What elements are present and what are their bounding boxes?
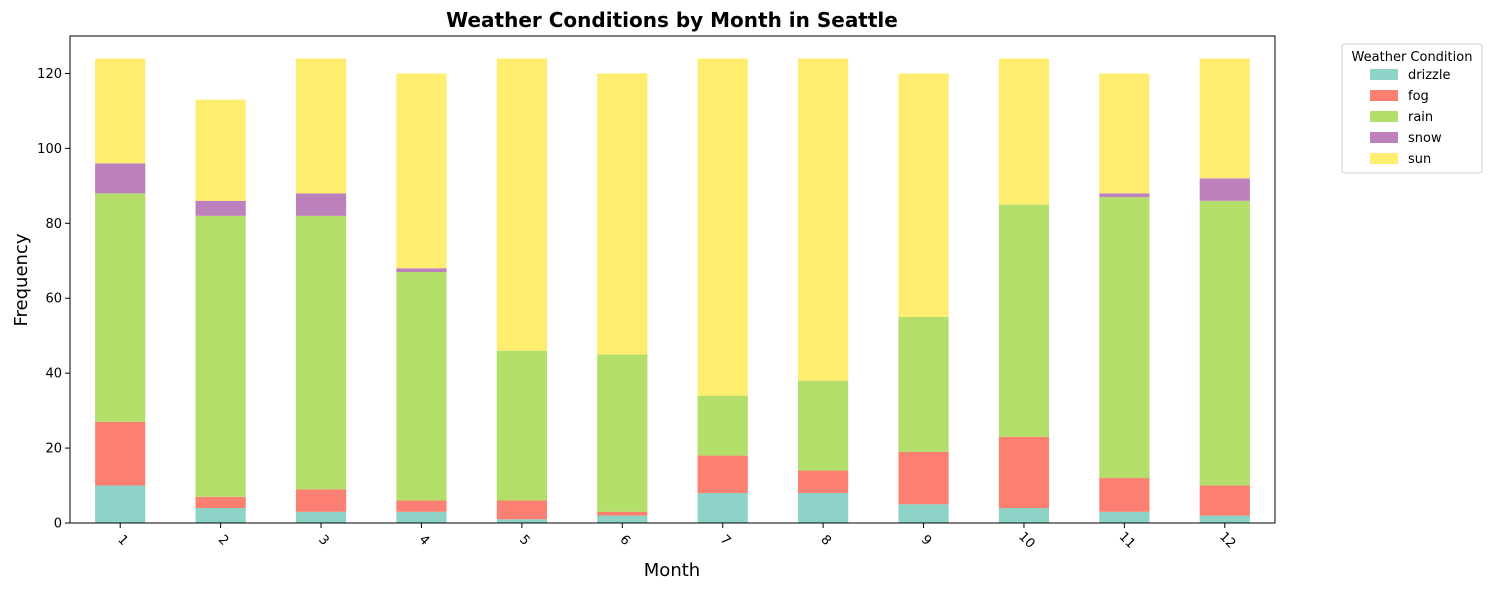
y-tick-label: 20: [45, 442, 62, 457]
bar-snow-month-3: [295, 193, 347, 216]
bar-sun-month-8: [798, 58, 849, 381]
x-tick-label: 11: [1116, 529, 1138, 551]
bar-drizzle-month-3: [295, 511, 347, 523]
bar-rain-month-9: [898, 316, 949, 452]
x-tick-label: 12: [1216, 529, 1238, 551]
bar-drizzle-month-2: [195, 508, 246, 523]
bar-fog-month-3: [295, 489, 347, 512]
legend-label-snow: snow: [1408, 131, 1442, 146]
bar-fog-month-6: [597, 511, 648, 516]
legend-swatch-fog: [1370, 90, 1398, 101]
bar-drizzle-month-12: [1199, 515, 1250, 523]
bar-fog-month-10: [998, 436, 1050, 509]
x-tick-label: 8: [817, 532, 833, 548]
bar-rain-month-11: [1099, 197, 1150, 479]
y-tick-label: 120: [37, 67, 62, 82]
bar-fog-month-4: [396, 500, 447, 512]
legend-label-fog: fog: [1408, 89, 1429, 104]
bar-drizzle-month-8: [798, 493, 849, 523]
bar-sun-month-2: [195, 99, 246, 201]
x-axis-title: Month: [644, 560, 700, 581]
legend-label-drizzle: drizzle: [1408, 68, 1450, 83]
bar-sun-month-5: [496, 58, 547, 351]
bar-rain-month-3: [295, 215, 347, 490]
bar-sun-month-7: [697, 58, 748, 396]
bar-fog-month-5: [496, 500, 547, 520]
bar-drizzle-month-5: [496, 519, 547, 523]
bar-fog-month-7: [697, 455, 748, 494]
bar-rain-month-7: [697, 395, 748, 456]
legend-swatch-sun: [1370, 153, 1398, 164]
bar-rain-month-8: [798, 380, 849, 471]
legend-label-sun: sun: [1408, 152, 1431, 167]
chart-title: Weather Conditions by Month in Seattle: [446, 8, 898, 32]
plot-frame: [69, 35, 1276, 524]
legend-swatch-drizzle: [1370, 69, 1398, 80]
bar-drizzle-month-4: [396, 511, 447, 523]
bar-rain-month-4: [396, 272, 447, 501]
y-tick-label: 0: [54, 517, 62, 532]
x-tick-label: 6: [617, 532, 633, 548]
x-tick-label: 2: [215, 532, 231, 548]
bar-fog-month-12: [1199, 485, 1250, 516]
bar-sun-month-3: [295, 58, 347, 194]
bar-drizzle-month-9: [898, 504, 949, 523]
bar-fog-month-11: [1099, 478, 1150, 512]
bar-sun-month-11: [1099, 73, 1150, 194]
bar-drizzle-month-6: [597, 515, 648, 523]
y-tick-label: 80: [45, 217, 62, 232]
bar-rain-month-2: [195, 215, 246, 497]
bar-drizzle-month-11: [1099, 511, 1150, 523]
bar-sun-month-1: [95, 58, 146, 164]
legend-label-rain: rain: [1408, 110, 1433, 125]
y-tick-label: 40: [45, 367, 62, 382]
bar-sun-month-12: [1199, 58, 1250, 179]
bar-rain-month-10: [998, 204, 1050, 437]
bars-group: [95, 58, 1250, 523]
bar-rain-month-1: [95, 193, 146, 422]
bar-snow-month-4: [396, 268, 447, 273]
bar-sun-month-10: [998, 58, 1050, 205]
x-tick-label: 5: [516, 532, 532, 548]
bar-snow-month-11: [1099, 193, 1150, 198]
x-tick-label: 7: [717, 532, 733, 548]
bar-snow-month-2: [195, 200, 246, 216]
x-tick-label: 1: [114, 532, 130, 548]
y-axis-title: Frequency: [11, 233, 32, 326]
y-tick-label: 60: [45, 292, 62, 307]
bar-fog-month-2: [195, 496, 246, 509]
bar-rain-month-12: [1199, 200, 1250, 486]
x-tick-label: 10: [1015, 529, 1037, 551]
x-tick-label: 9: [918, 532, 934, 548]
y-tick-label: 100: [37, 142, 62, 157]
bar-drizzle-month-7: [697, 493, 748, 523]
bar-fog-month-1: [95, 421, 146, 486]
y-axis: 0 20 40 60 80 100 120: [37, 67, 70, 532]
bar-fog-month-8: [798, 470, 849, 494]
bar-rain-month-5: [496, 350, 547, 501]
legend-swatch-snow: [1370, 132, 1398, 143]
bar-sun-month-4: [396, 73, 447, 269]
bar-snow-month-1: [95, 163, 146, 194]
legend-items: drizzle fog rain snow sun: [1370, 68, 1450, 167]
bar-sun-month-9: [898, 73, 949, 317]
bar-fog-month-9: [898, 451, 949, 505]
bar-rain-month-6: [597, 354, 648, 512]
bar-snow-month-12: [1199, 178, 1250, 201]
legend: Weather Condition drizzle fog rain snow sun: [1341, 43, 1483, 174]
x-tick-label: 3: [315, 532, 331, 548]
bar-sun-month-6: [597, 73, 648, 355]
legend-swatch-rain: [1370, 111, 1398, 122]
bar-drizzle-month-1: [95, 485, 146, 523]
bar-drizzle-month-10: [998, 508, 1050, 523]
legend-title: Weather Condition: [1352, 50, 1473, 65]
x-tick-label: 4: [416, 532, 432, 548]
x-axis: 1 2 3 4 5 6 7 8 9 10 11 12: [114, 523, 1238, 552]
